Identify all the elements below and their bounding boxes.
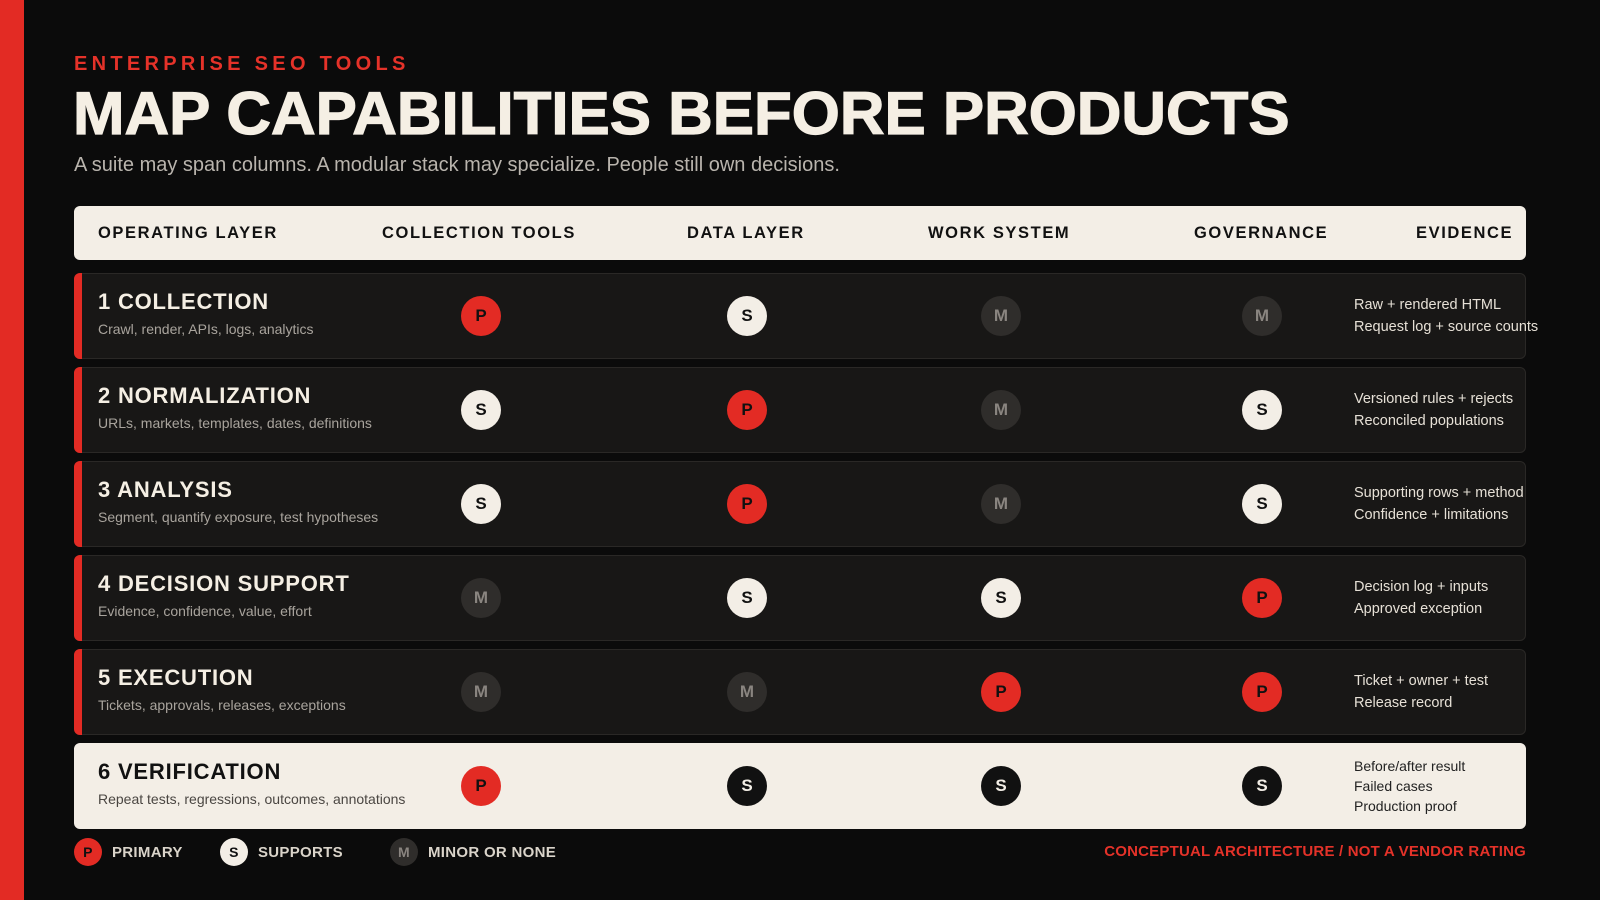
evidence-item: Release record <box>1354 695 1453 711</box>
column-header-data-layer: DATA LAYER <box>687 224 805 242</box>
evidence-list: Raw + rendered HTML Request log + source … <box>1354 274 1574 358</box>
page-title: MAP CAPABILITIES BEFORE PRODUCTS <box>72 79 1290 147</box>
evidence-list: Before/after result Failed cases Productio… <box>1354 744 1574 828</box>
eyebrow-label: ENTERPRISE SEO TOOLS <box>74 53 410 75</box>
rating-badge-data-layer: S <box>727 766 767 806</box>
evidence-list: Decision log + inputs Approved exception <box>1354 556 1574 640</box>
evidence-list: Supporting rows + method Confidence + lim… <box>1354 462 1574 546</box>
layer-name: 1 COLLECTION <box>98 289 269 314</box>
legend-item-minor: M MINOR OR NONE <box>390 838 556 866</box>
layer-description: URLs, markets, templates, dates, definit… <box>98 415 372 431</box>
evidence-item: Confidence + limitations <box>1354 507 1509 523</box>
rating-badge-collection-tools: M <box>461 578 501 618</box>
column-header-work-system: WORK SYSTEM <box>928 224 1071 242</box>
rating-badge-data-layer: S <box>727 296 767 336</box>
evidence-item: Request log + source counts <box>1354 319 1539 335</box>
rating-badge-work-system: M <box>981 390 1021 430</box>
page-subtitle: A suite may span columns. A modular stac… <box>74 154 840 176</box>
rating-badge-data-layer: S <box>727 578 767 618</box>
evidence-item: Raw + rendered HTML <box>1354 297 1502 313</box>
rating-badge-work-system: S <box>981 766 1021 806</box>
column-header-governance: GOVERNANCE <box>1194 224 1329 242</box>
evidence-list: Versioned rules + rejects Reconciled popu… <box>1354 368 1574 452</box>
footnote: CONCEPTUAL ARCHITECTURE / NOT A VENDOR R… <box>1104 843 1526 860</box>
rating-badge-data-layer: P <box>727 390 767 430</box>
evidence-item: Supporting rows + method <box>1354 485 1524 501</box>
rating-badge-data-layer: P <box>727 484 767 524</box>
evidence-item: Failed cases <box>1354 778 1433 794</box>
rating-badge-data-layer: M <box>727 672 767 712</box>
minor-badge-icon: M <box>390 838 418 866</box>
column-header-operating-layer: OPERATING LAYER <box>98 224 278 242</box>
layer-name: 2 NORMALIZATION <box>98 383 312 408</box>
supports-badge-icon: S <box>220 838 248 866</box>
table-row: 2 NORMALIZATION URLs, markets, templates,… <box>74 367 1526 453</box>
evidence-item: Versioned rules + rejects <box>1354 391 1514 407</box>
accent-bar <box>0 0 24 900</box>
evidence-item: Before/after result <box>1354 758 1466 774</box>
legend-label: MINOR OR NONE <box>428 843 557 861</box>
evidence-list: Ticket + owner + test Release record <box>1354 650 1574 734</box>
column-header-evidence: EVIDENCE <box>1416 224 1514 242</box>
rating-badge-collection-tools: S <box>461 484 501 524</box>
rating-badge-collection-tools: P <box>461 296 501 336</box>
rating-badge-governance: S <box>1242 766 1282 806</box>
evidence-item: Decision log + inputs <box>1354 579 1489 595</box>
rating-badge-collection-tools: S <box>461 390 501 430</box>
legend-item-supports: S SUPPORTS <box>220 838 343 866</box>
table-row: 1 COLLECTION Crawl, render, APIs, logs, a… <box>74 273 1538 359</box>
primary-badge-icon: P <box>74 838 102 866</box>
rating-badge-governance: M <box>1242 296 1282 336</box>
rating-badge-governance: P <box>1242 672 1282 712</box>
table-row: 6 VERIFICATION Repeat tests, regressions,… <box>74 743 1526 829</box>
rating-badge-governance: P <box>1242 578 1282 618</box>
rating-badge-work-system: M <box>981 484 1021 524</box>
column-header-collection-tools: COLLECTION TOOLS <box>382 224 576 242</box>
layer-name: 3 ANALYSIS <box>98 477 233 502</box>
legend-item-primary: P PRIMARY <box>74 838 183 866</box>
rating-badge-work-system: M <box>981 296 1021 336</box>
rating-badge-collection-tools: M <box>461 672 501 712</box>
rating-badge-governance: S <box>1242 390 1282 430</box>
evidence-item: Production proof <box>1354 798 1457 814</box>
rating-badge-collection-tools: P <box>461 766 501 806</box>
layer-name: 5 EXECUTION <box>98 665 254 690</box>
layer-description: Segment, quantify exposure, test hypothe… <box>98 509 379 525</box>
evidence-item: Ticket + owner + test <box>1354 673 1489 689</box>
layer-description: Repeat tests, regressions, outcomes, ann… <box>98 791 406 807</box>
table-header: OPERATING LAYER COLLECTION TOOLS DATA LA… <box>74 206 1526 260</box>
evidence-item: Reconciled populations <box>1354 413 1504 429</box>
layer-name: 6 VERIFICATION <box>98 759 282 784</box>
evidence-item: Approved exception <box>1354 601 1483 617</box>
layer-description: Evidence, confidence, value, effort <box>98 603 312 619</box>
table-row: 4 DECISION SUPPORT Evidence, confidence, … <box>74 555 1526 641</box>
legend-label: SUPPORTS <box>258 843 343 861</box>
layer-description: Crawl, render, APIs, logs, analytics <box>98 321 314 337</box>
layer-description: Tickets, approvals, releases, exceptions <box>98 697 346 713</box>
layer-name: 4 DECISION SUPPORT <box>98 571 350 596</box>
table-row: 3 ANALYSIS Segment, quantify exposure, te… <box>74 461 1526 547</box>
legend-label: PRIMARY <box>112 843 183 861</box>
rating-badge-work-system: P <box>981 672 1021 712</box>
table-row: 5 EXECUTION Tickets, approvals, releases,… <box>74 649 1526 735</box>
rating-badge-governance: S <box>1242 484 1282 524</box>
rating-badge-work-system: S <box>981 578 1021 618</box>
